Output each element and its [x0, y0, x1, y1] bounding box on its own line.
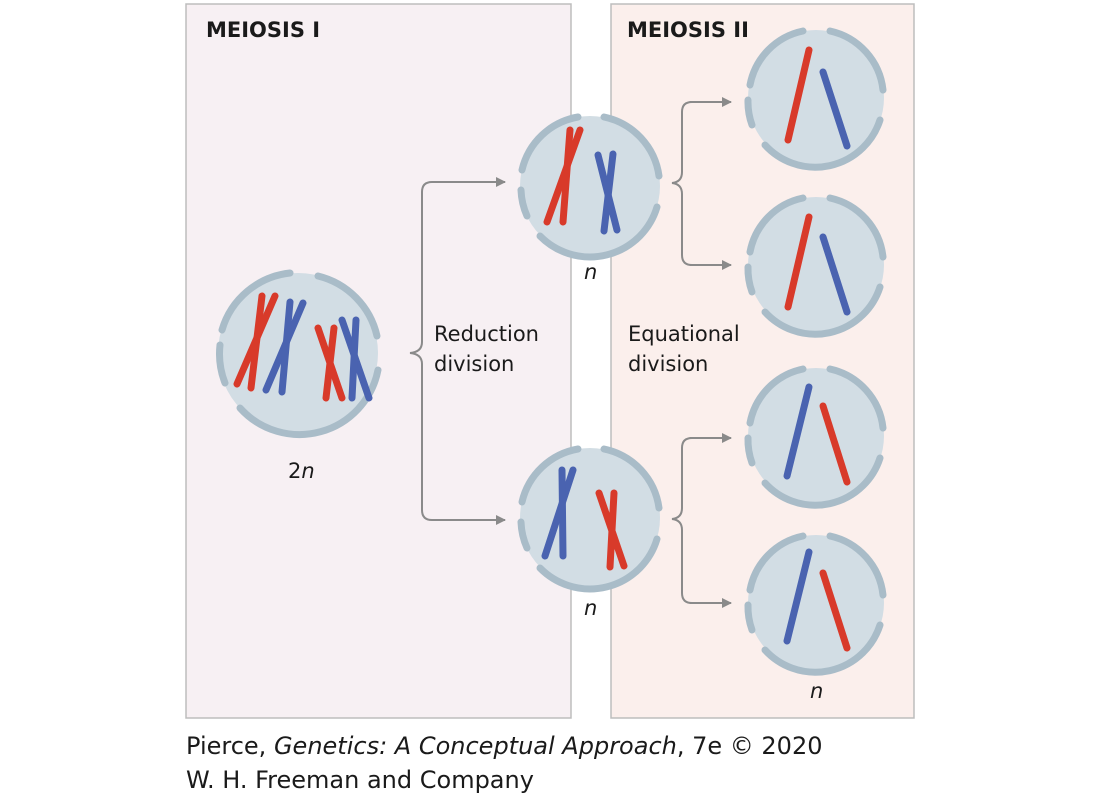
ploidy-label-2n: 2n [288, 459, 315, 483]
meiosis-2-title: MEIOSIS II [627, 18, 749, 42]
ploidy-label-bottom: n [584, 596, 597, 620]
equational-division-label-2: division [628, 352, 708, 376]
reduction-bracket [409, 177, 506, 525]
final-cell-4 [744, 532, 887, 676]
equational-bracket-top [671, 97, 732, 270]
credit-line-1: Pierce, Genetics: A Conceptual Approach,… [186, 732, 823, 760]
chromosome-red-b [606, 489, 618, 571]
chromatid-blue [783, 548, 813, 645]
chromosome-red-b [559, 126, 574, 226]
ploidy-label-top: n [584, 260, 597, 284]
chromatid-blue [819, 68, 851, 150]
chromatid-red [784, 46, 813, 144]
equational-bracket-bottom [671, 433, 732, 608]
final-cell-1 [744, 27, 887, 171]
chromatid-red [819, 402, 851, 486]
daughter-cell-bottom [517, 445, 663, 593]
reduction-division-label-2: division [434, 352, 514, 376]
parent-cell-2n [216, 269, 382, 439]
final-cell-2 [744, 194, 887, 338]
credit-author: Pierce, [186, 732, 267, 760]
chromatid-red [819, 569, 851, 652]
final-cell-3 [744, 365, 887, 509]
chromosome-red-b [247, 292, 266, 392]
credit-line-2: W. H. Freeman and Company [186, 766, 534, 794]
chromatid-blue [783, 383, 813, 480]
daughter-cell-top [517, 113, 663, 261]
chromatid-blue [819, 233, 851, 316]
credit-edition: , 7e © 2020 [676, 732, 823, 760]
meiosis-1-title: MEIOSIS I [206, 18, 320, 42]
chromosome-blue-b [558, 466, 567, 560]
reduction-division-label-1: Reduction [434, 322, 539, 346]
credit-book-title: Genetics: A Conceptual Approach [273, 732, 677, 760]
ploidy-label-final: n [810, 679, 823, 703]
chromosome-red-d [322, 324, 338, 402]
chromosome-blue-b [278, 298, 294, 396]
equational-division-label-1: Equational [628, 322, 740, 346]
chromatid-red [784, 213, 813, 311]
chromosome-blue-d [348, 316, 360, 402]
chromosome-blue-b [600, 150, 617, 235]
